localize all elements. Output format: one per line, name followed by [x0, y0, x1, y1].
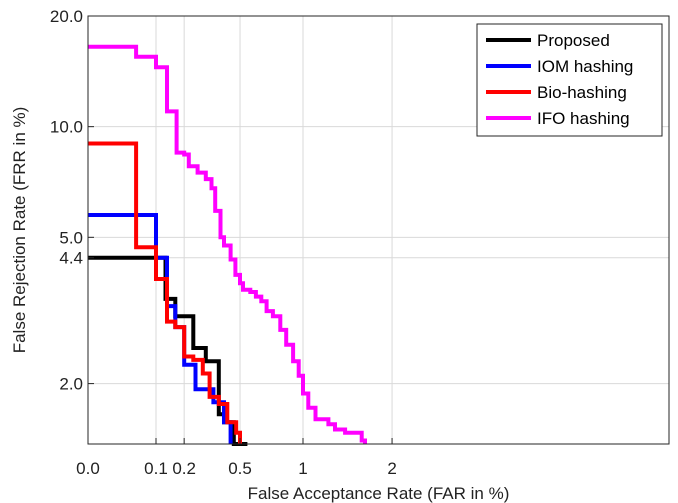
series-line-iom-hashing	[88, 213, 233, 444]
y-tick-label: 2.0	[59, 375, 83, 394]
legend-label: Proposed	[537, 31, 610, 50]
legend-label: Bio-hashing	[537, 83, 627, 102]
x-tick-label: 0.0	[76, 459, 100, 478]
legend-label: IFO hashing	[537, 109, 630, 128]
series-line-bio-hashing	[88, 141, 242, 444]
legend-label: IOM hashing	[537, 57, 633, 76]
plot-frame	[87, 15, 670, 445]
x-tick-label: 2	[387, 459, 396, 478]
x-tick-label: 1	[298, 459, 307, 478]
y-tick-label: 10.0	[50, 118, 83, 137]
x-tick-label: 0.2	[172, 459, 196, 478]
y-tick-label: 20.0	[50, 7, 83, 26]
y-tick-label: 4.4	[59, 249, 83, 268]
x-axis-label: False Acceptance Rate (FAR in %)	[248, 484, 510, 503]
series-line-ifo-hashing	[88, 44, 367, 444]
legend: Proposed IOM hashing Bio-hashing IFO hashin…	[476, 23, 663, 137]
y-axis-label: False Rejection Rate (FRR in %)	[10, 107, 29, 354]
y-tick-label: 5.0	[59, 228, 83, 247]
axis-ticks: 0.0 0.1 0.2 0.5 1 2 2.0 4.4 5.0 10.0 20.0	[50, 7, 397, 478]
x-tick-label: 0.1	[144, 459, 168, 478]
x-tick-label: 0.5	[228, 459, 252, 478]
series-lines	[88, 44, 367, 446]
